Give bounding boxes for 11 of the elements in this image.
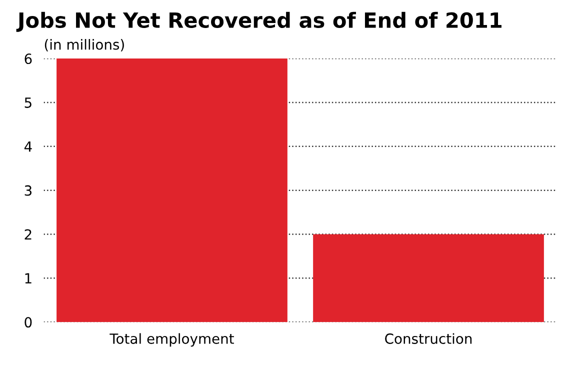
y-tick-label: 0 <box>24 317 32 328</box>
y-tick-label: 4 <box>24 142 32 152</box>
y-tick-label: 5 <box>24 98 32 108</box>
y-tick-label: 2 <box>24 229 32 240</box>
x-tick-label: Total employment <box>110 333 234 347</box>
y-tick-label: 3 <box>24 185 32 196</box>
chart-subtitle: (in millions) <box>44 39 124 52</box>
x-tick-label: Construction <box>385 333 472 344</box>
chart-title: Jobs Not Yet Recovered as of End of 2011 <box>16 12 502 32</box>
y-tick-label: 1 <box>25 273 32 284</box>
y-tick-label: 6 <box>24 54 32 64</box>
